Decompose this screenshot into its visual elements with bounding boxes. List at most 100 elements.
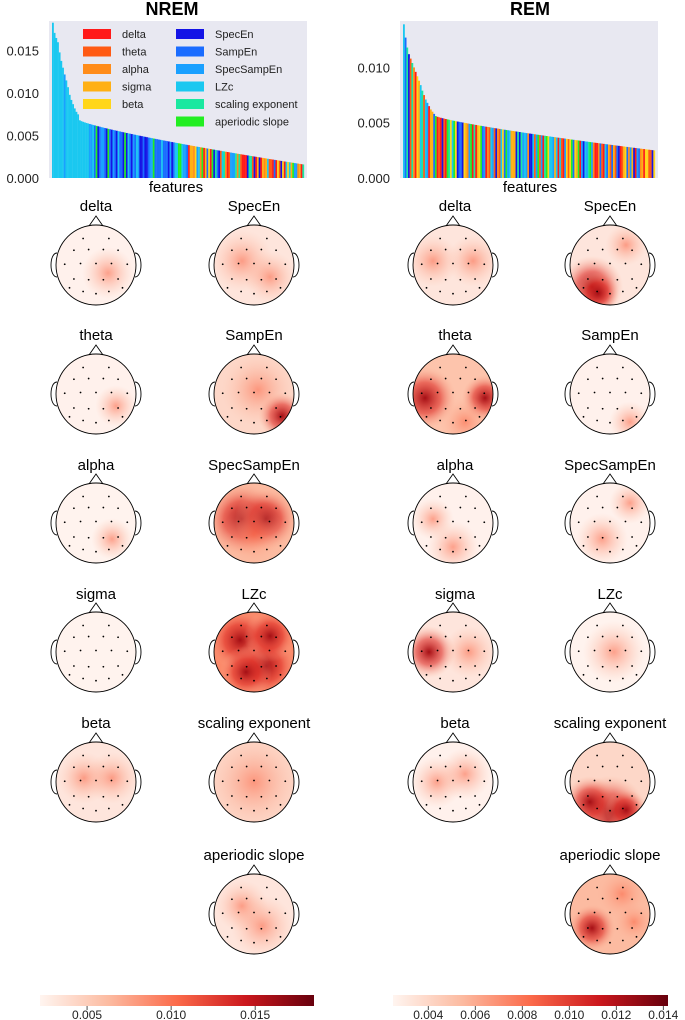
nrem-bar: [208, 148, 211, 178]
electrode: [275, 536, 277, 538]
electrode: [240, 290, 243, 293]
nrem-xlabel: features: [149, 179, 203, 196]
topomap-hotspot: [244, 612, 294, 662]
electrode: [126, 650, 129, 653]
head-nose: [445, 215, 461, 227]
rem-bar: [438, 117, 441, 178]
nrem-ytick-label: 0.000: [6, 171, 39, 186]
topomap-hotspot: [439, 396, 491, 434]
rem-bar: [423, 95, 425, 178]
electrode: [621, 237, 624, 240]
nrem-bar: [139, 135, 142, 178]
rem-cbar-tick-label: 0.010: [554, 1008, 584, 1020]
electrode: [464, 290, 467, 293]
rem-bar: [639, 148, 642, 178]
electrode: [635, 803, 638, 806]
rem-bar: [582, 141, 585, 178]
electrode: [616, 278, 619, 281]
nrem-colorbar-gradient: [40, 995, 314, 1006]
nrem-bar: [117, 131, 120, 178]
nrem-bar: [236, 153, 239, 178]
nrem-bar: [80, 121, 83, 178]
head-right-ear: [648, 381, 656, 407]
head-left-ear: [564, 639, 572, 665]
legend-swatch-scaling-exponent: [176, 99, 204, 109]
electrode: [452, 292, 454, 295]
rem-bar: [439, 117, 442, 178]
electrode: [631, 278, 633, 280]
electrode: [87, 377, 90, 380]
electrode: [126, 392, 129, 395]
nrem-bar: [149, 137, 152, 178]
electrode: [621, 886, 624, 889]
nrem-bar: [120, 131, 123, 178]
rem-colorbar-gradient: [393, 995, 668, 1006]
legend-swatch-specsampen: [176, 64, 204, 74]
head-right-ear: [648, 639, 656, 665]
rem-bar: [653, 150, 656, 178]
legend-label: beta: [122, 99, 144, 111]
electrode: [63, 263, 66, 266]
electrode: [420, 263, 423, 266]
electrode: [474, 795, 476, 797]
nrem-bar: [169, 141, 172, 178]
electrode: [452, 391, 454, 394]
legend-swatch-specen: [176, 29, 204, 39]
nrem-bar: [130, 134, 133, 178]
rem-topomap-specen: [564, 215, 656, 306]
electrode: [87, 506, 90, 509]
electrode: [577, 650, 580, 653]
electrode: [284, 521, 287, 524]
nrem-bar: [228, 152, 231, 178]
electrode: [467, 779, 470, 782]
electrode: [268, 262, 271, 265]
electrode: [73, 249, 75, 252]
electrode: [587, 507, 589, 510]
electrode: [237, 649, 240, 652]
nrem-bar: [189, 145, 192, 178]
topomap-hotspot: [86, 752, 136, 804]
electrode: [110, 649, 113, 652]
head-right-ear: [491, 510, 499, 536]
electrode: [474, 665, 476, 667]
nrem-bar: [277, 160, 279, 178]
electrode: [582, 544, 585, 547]
head-left-ear: [208, 639, 216, 665]
electrode: [87, 407, 90, 410]
electrode: [452, 520, 454, 523]
electrode: [587, 407, 589, 409]
rem-bar: [577, 140, 580, 178]
electrode: [237, 779, 240, 782]
rem-topomap-sigma: [407, 602, 499, 693]
electrode: [621, 939, 624, 942]
rem-bar: [544, 135, 546, 178]
electrode: [593, 520, 596, 523]
electrode: [459, 795, 462, 798]
rem-bar: [649, 149, 652, 178]
electrode: [79, 520, 82, 523]
electrode: [253, 679, 255, 682]
electrode: [126, 780, 129, 783]
electrode: [73, 407, 75, 409]
electrode: [474, 536, 476, 538]
rem-bar: [552, 136, 555, 178]
electrode: [478, 544, 481, 547]
nrem-bar: [220, 150, 222, 178]
rem-bar: [611, 144, 614, 178]
electrode: [260, 927, 263, 930]
nrem-bar: [273, 159, 276, 178]
nrem-bar: [287, 162, 290, 178]
nrem-bar: [280, 160, 283, 178]
head-right-ear: [648, 901, 656, 927]
electrode: [107, 290, 110, 293]
head-outline: [55, 353, 137, 435]
nrem-bar: [265, 158, 268, 178]
electrode: [582, 415, 585, 418]
electrode: [265, 624, 268, 627]
electrode: [464, 677, 467, 680]
rem-bar: [619, 146, 622, 178]
electrode: [609, 679, 611, 682]
rem-bar: [579, 140, 582, 178]
rem-bar: [589, 142, 592, 178]
electrode: [102, 536, 105, 539]
